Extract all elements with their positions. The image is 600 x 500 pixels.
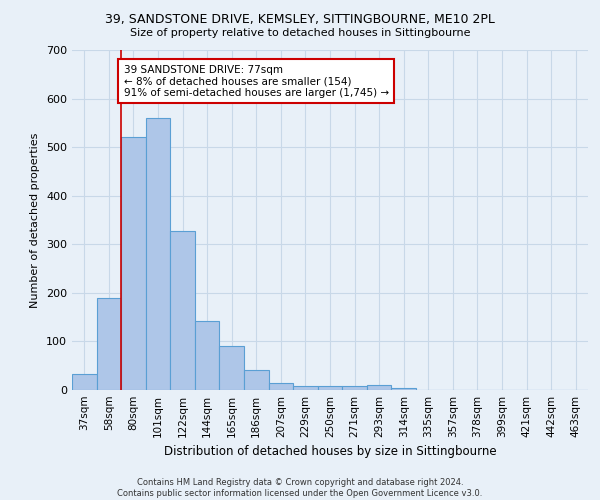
- Bar: [293, 386, 318, 390]
- Bar: [244, 370, 269, 390]
- Bar: [220, 346, 244, 390]
- Bar: [195, 321, 220, 390]
- Bar: [121, 138, 146, 390]
- Bar: [170, 230, 195, 390]
- Bar: [342, 386, 367, 390]
- X-axis label: Distribution of detached houses by size in Sittingbourne: Distribution of detached houses by size …: [164, 446, 496, 458]
- Text: Size of property relative to detached houses in Sittingbourne: Size of property relative to detached ho…: [130, 28, 470, 38]
- Text: 39 SANDSTONE DRIVE: 77sqm
← 8% of detached houses are smaller (154)
91% of semi-: 39 SANDSTONE DRIVE: 77sqm ← 8% of detach…: [124, 64, 389, 98]
- Bar: [97, 298, 121, 390]
- Text: Contains HM Land Registry data © Crown copyright and database right 2024.
Contai: Contains HM Land Registry data © Crown c…: [118, 478, 482, 498]
- Bar: [391, 388, 416, 390]
- Bar: [367, 385, 391, 390]
- Text: 39, SANDSTONE DRIVE, KEMSLEY, SITTINGBOURNE, ME10 2PL: 39, SANDSTONE DRIVE, KEMSLEY, SITTINGBOU…: [105, 12, 495, 26]
- Bar: [146, 118, 170, 390]
- Y-axis label: Number of detached properties: Number of detached properties: [31, 132, 40, 308]
- Bar: [269, 383, 293, 390]
- Bar: [72, 374, 97, 390]
- Bar: [318, 386, 342, 390]
